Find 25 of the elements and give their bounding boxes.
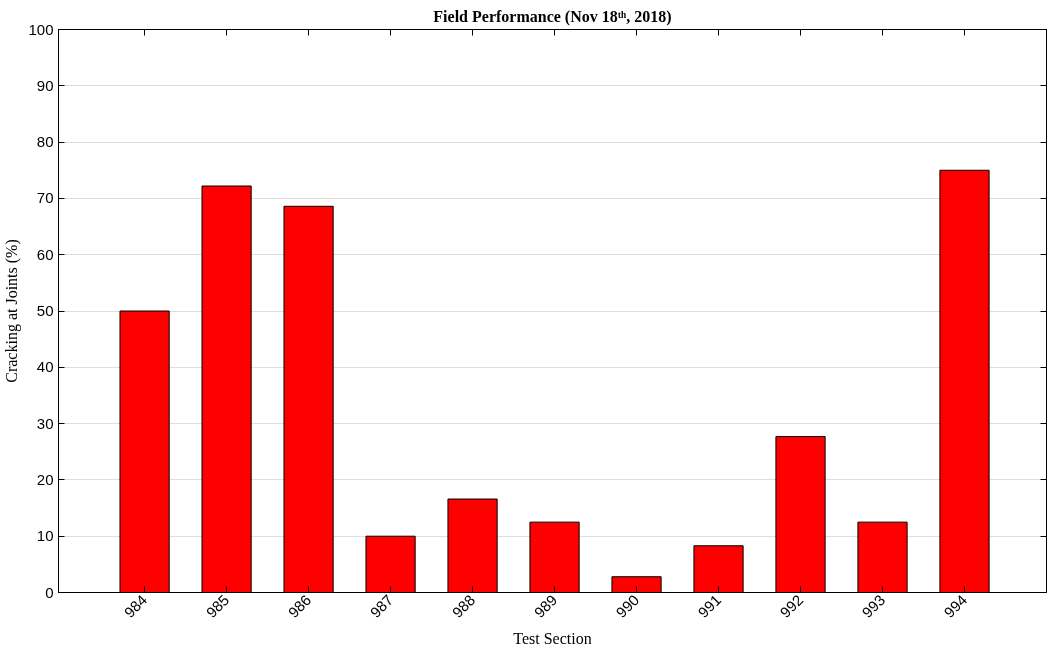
y-tick-label: 80 <box>36 133 54 151</box>
x-tick-label: 994 <box>940 591 971 621</box>
x-tick-label: 989 <box>530 591 561 621</box>
x-tick-label: 986 <box>284 591 315 621</box>
y-tick-label: 30 <box>36 414 54 432</box>
x-tick-label: 992 <box>776 591 807 621</box>
x-tick-label: 984 <box>120 591 151 621</box>
y-tick-label: 70 <box>36 189 54 207</box>
x-tick-label: 988 <box>448 591 479 621</box>
y-tick-label: 40 <box>36 358 54 376</box>
y-tick-label: 60 <box>36 245 54 263</box>
x-tick-label: 987 <box>366 591 397 621</box>
x-tick-label: 991 <box>694 591 725 621</box>
y-tick-label: 100 <box>28 20 54 38</box>
x-tick-label: 990 <box>612 591 643 621</box>
y-tick-label: 10 <box>36 527 54 545</box>
x-axis-title: Test Section <box>513 630 592 648</box>
chart-title: Field Performance (Nov 18ᵗʰ, 2018) <box>433 7 672 26</box>
y-tick-label: 50 <box>36 302 54 319</box>
x-tick-label: 985 <box>202 591 233 621</box>
y-tick-label: 20 <box>36 470 54 488</box>
y-tick-label: 90 <box>36 76 54 94</box>
y-axis-title: Cracking at Joints (%) <box>3 239 22 383</box>
x-tick-label: 993 <box>858 591 889 621</box>
y-tick-label: 0 <box>45 583 54 601</box>
